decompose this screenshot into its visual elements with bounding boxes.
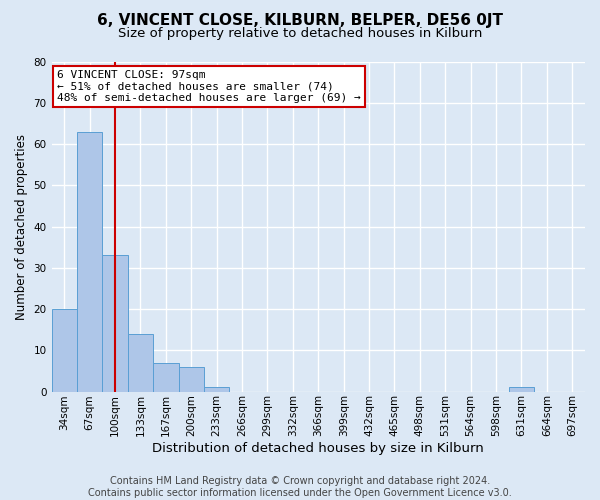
Bar — [509, 388, 534, 392]
Text: Size of property relative to detached houses in Kilburn: Size of property relative to detached ho… — [118, 28, 482, 40]
Bar — [103, 256, 128, 392]
Bar — [204, 388, 229, 392]
Text: Contains HM Land Registry data © Crown copyright and database right 2024.
Contai: Contains HM Land Registry data © Crown c… — [88, 476, 512, 498]
Bar — [52, 309, 77, 392]
Text: 6 VINCENT CLOSE: 97sqm
← 51% of detached houses are smaller (74)
48% of semi-det: 6 VINCENT CLOSE: 97sqm ← 51% of detached… — [57, 70, 361, 103]
Bar — [128, 334, 153, 392]
X-axis label: Distribution of detached houses by size in Kilburn: Distribution of detached houses by size … — [152, 442, 484, 455]
Text: 6, VINCENT CLOSE, KILBURN, BELPER, DE56 0JT: 6, VINCENT CLOSE, KILBURN, BELPER, DE56 … — [97, 12, 503, 28]
Bar — [77, 132, 103, 392]
Y-axis label: Number of detached properties: Number of detached properties — [15, 134, 28, 320]
Bar — [153, 362, 179, 392]
Bar — [179, 367, 204, 392]
